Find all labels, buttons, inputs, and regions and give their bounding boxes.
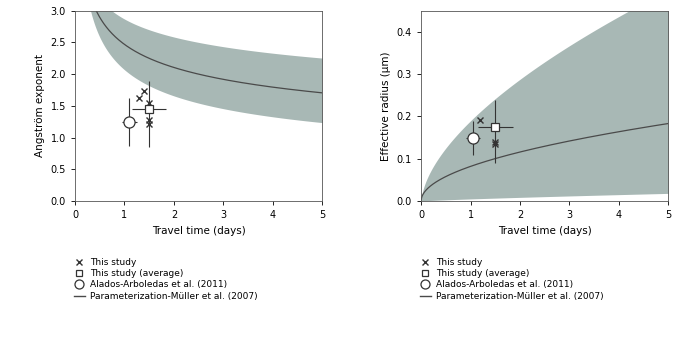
Y-axis label: Angström exponent: Angström exponent <box>35 55 45 157</box>
Legend: This study, This study (average), Alados-Arboledas et al. (2011), Parameterizati: This study, This study (average), Alados… <box>416 254 607 304</box>
X-axis label: Travel time (days): Travel time (days) <box>152 225 246 236</box>
Legend: This study, This study (average), Alados-Arboledas et al. (2011), Parameterizati: This study, This study (average), Alados… <box>70 254 261 304</box>
X-axis label: Travel time (days): Travel time (days) <box>498 225 591 236</box>
Y-axis label: Effective radius (µm): Effective radius (µm) <box>381 51 391 161</box>
